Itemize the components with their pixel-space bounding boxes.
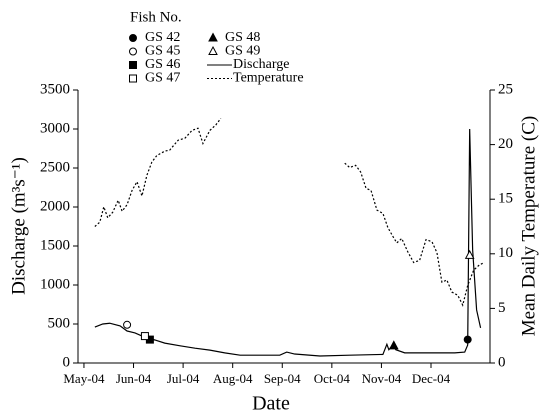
y2-tick-label: 0 bbox=[498, 354, 506, 370]
legend-marker bbox=[129, 34, 137, 42]
x-tick-label: Dec-04 bbox=[412, 371, 451, 386]
x-tick-label: May-04 bbox=[63, 371, 105, 386]
series-line bbox=[94, 118, 485, 307]
fish-marker bbox=[140, 332, 149, 341]
x-tick-label: Aug-04 bbox=[213, 371, 253, 386]
y-tick-label: 2500 bbox=[40, 159, 70, 175]
legend-marker bbox=[129, 74, 137, 83]
fish-marker bbox=[463, 335, 472, 344]
x-tick-label: Nov-04 bbox=[362, 371, 402, 386]
legend-marker bbox=[129, 61, 137, 69]
x-tick-label: Jul-04 bbox=[167, 371, 200, 386]
x-tick-label: Sep-04 bbox=[264, 371, 301, 386]
y-tick-label: 2000 bbox=[40, 198, 70, 214]
fish-marker bbox=[123, 320, 132, 329]
x-axis-title: Date bbox=[252, 393, 290, 415]
legend-label: GS 47 bbox=[145, 71, 180, 86]
legend-label: GS 46 bbox=[145, 57, 180, 72]
legend-marker bbox=[208, 32, 218, 42]
y-tick-label: 3500 bbox=[40, 81, 70, 97]
y-tick-label: 0 bbox=[63, 354, 71, 370]
y-tick-label: 1500 bbox=[40, 237, 70, 253]
fish-marker bbox=[388, 340, 399, 350]
fish-marker bbox=[464, 249, 475, 259]
x-tick-label: Jun-04 bbox=[116, 371, 152, 386]
y2-tick-label: 20 bbox=[498, 136, 513, 152]
legend-label: GS 42 bbox=[145, 30, 180, 45]
y-tick-label: 500 bbox=[48, 315, 71, 331]
y2-tick-label: 25 bbox=[498, 81, 513, 97]
x-tick-label: Oct-04 bbox=[314, 371, 351, 386]
legend-label: GS 49 bbox=[225, 44, 260, 59]
legend-marker bbox=[129, 47, 137, 56]
legend-label: GS 48 bbox=[225, 30, 260, 45]
y-tick-label: 1000 bbox=[40, 276, 70, 292]
legend-label: GS 45 bbox=[145, 44, 180, 59]
legend-title: Fish No. bbox=[130, 9, 182, 25]
y2-axis-title: Mean Daily Temperature (C) bbox=[518, 116, 539, 336]
y2-tick-label: 5 bbox=[498, 300, 506, 316]
y2-tick-label: 10 bbox=[498, 245, 513, 261]
legend-label: Temperature bbox=[233, 71, 304, 86]
legend-label: Discharge bbox=[233, 57, 290, 72]
y2-tick-label: 15 bbox=[498, 191, 513, 207]
legend-marker bbox=[208, 45, 218, 55]
y-axis-title: Discharge (m³s⁻¹) bbox=[8, 157, 29, 295]
y-tick-label: 3000 bbox=[40, 120, 70, 136]
series-line bbox=[94, 128, 482, 357]
